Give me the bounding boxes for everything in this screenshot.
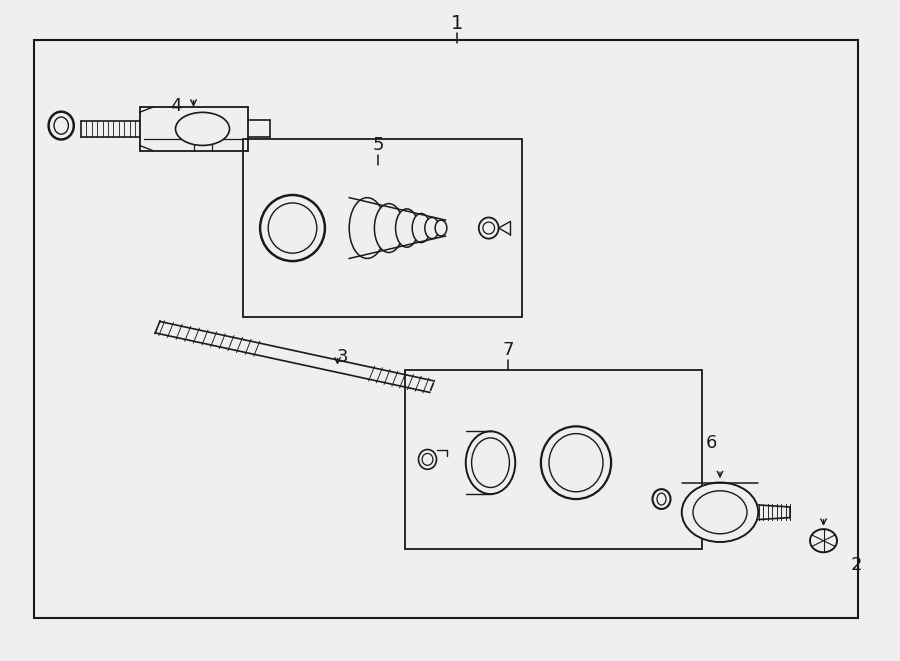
Ellipse shape xyxy=(418,449,436,469)
Ellipse shape xyxy=(541,426,611,499)
Ellipse shape xyxy=(479,217,499,239)
Text: 6: 6 xyxy=(706,434,716,452)
Text: 1: 1 xyxy=(451,14,464,32)
Bar xyxy=(405,370,702,549)
Ellipse shape xyxy=(472,438,509,488)
Bar xyxy=(243,139,522,317)
Ellipse shape xyxy=(810,529,837,553)
Text: 4: 4 xyxy=(170,97,181,115)
Ellipse shape xyxy=(260,195,325,261)
Ellipse shape xyxy=(54,117,68,134)
Ellipse shape xyxy=(349,198,385,258)
Ellipse shape xyxy=(436,220,447,236)
Ellipse shape xyxy=(268,203,317,253)
Ellipse shape xyxy=(396,209,418,247)
Text: 2: 2 xyxy=(851,556,862,574)
Ellipse shape xyxy=(412,214,430,243)
Ellipse shape xyxy=(422,453,433,465)
Ellipse shape xyxy=(652,489,670,509)
Ellipse shape xyxy=(425,217,439,239)
Ellipse shape xyxy=(466,432,515,494)
Ellipse shape xyxy=(657,493,666,505)
Ellipse shape xyxy=(49,112,74,139)
Text: 7: 7 xyxy=(503,341,514,360)
Ellipse shape xyxy=(549,434,603,492)
Text: 5: 5 xyxy=(373,136,383,155)
Bar xyxy=(34,40,858,618)
Ellipse shape xyxy=(482,222,495,234)
Ellipse shape xyxy=(693,490,747,534)
Ellipse shape xyxy=(682,483,758,542)
Ellipse shape xyxy=(374,204,403,253)
Ellipse shape xyxy=(176,112,230,145)
Text: 3: 3 xyxy=(337,348,347,366)
